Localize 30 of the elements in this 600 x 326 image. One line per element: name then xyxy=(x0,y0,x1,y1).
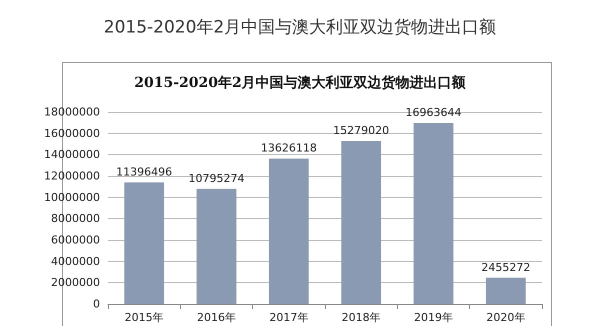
bar xyxy=(341,141,382,304)
data-label: 16963644 xyxy=(406,106,462,120)
data-label: 2455272 xyxy=(481,260,530,274)
x-tick-label: 2020年 xyxy=(486,311,526,324)
x-tick-label: 2018年 xyxy=(342,311,381,324)
y-tick-label: 0 xyxy=(93,298,100,310)
y-tick-label: 10000000 xyxy=(44,190,100,204)
data-label: 10795274 xyxy=(188,172,244,185)
chart-subtitle: 2015-2020年2月中国与澳大利亚双边货物进出口额 xyxy=(134,74,467,91)
bar xyxy=(196,188,236,304)
y-tick-label: 12000000 xyxy=(44,170,100,182)
y-tick-label: 8000000 xyxy=(51,212,100,226)
bar xyxy=(124,182,164,304)
y-tick-label: 18000000 xyxy=(44,106,100,118)
x-tick-label: 2017年 xyxy=(269,311,308,324)
y-tick-label: 14000000 xyxy=(44,148,100,162)
x-tick-label: 2019年 xyxy=(414,311,453,324)
y-tick-label: 4000000 xyxy=(51,254,100,268)
y-tick-label: 2000000 xyxy=(51,276,100,290)
data-label: 13626118 xyxy=(260,142,317,155)
chart-title: 2015-2020年2月中国与澳大利亚双边货物进出口额 xyxy=(104,18,496,38)
data-label: 11396496 xyxy=(116,165,172,178)
data-label: 15279020 xyxy=(333,124,390,138)
y-tick-label: 6000000 xyxy=(51,234,100,246)
bar xyxy=(268,158,309,304)
x-tick-label: 2016年 xyxy=(197,311,236,324)
bar xyxy=(486,278,526,304)
y-tick-label: 16000000 xyxy=(44,126,100,140)
x-tick-label: 2015年 xyxy=(124,311,164,324)
bar xyxy=(414,123,454,304)
